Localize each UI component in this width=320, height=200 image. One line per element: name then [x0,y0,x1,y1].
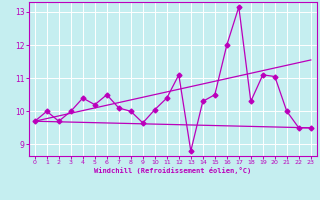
X-axis label: Windchill (Refroidissement éolien,°C): Windchill (Refroidissement éolien,°C) [94,167,252,174]
